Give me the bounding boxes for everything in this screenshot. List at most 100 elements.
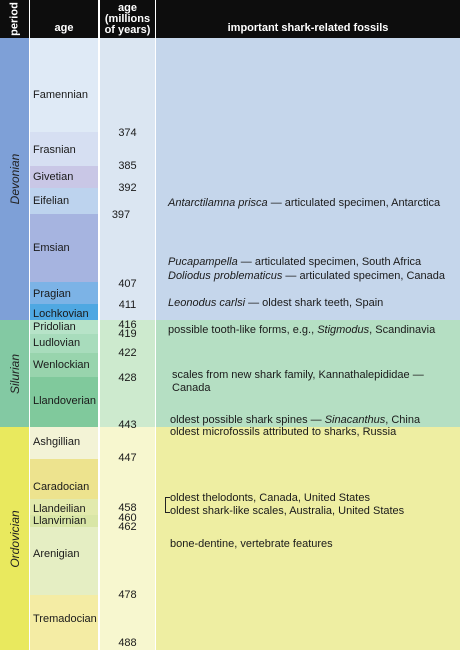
fossil-description: oldest microfossils attributed to sharks… [170,426,397,438]
fossil-description: — oldest shark teeth, Spain [245,297,384,309]
fossil-shark-like-scales: oldest shark-like scales, Australia, Uni… [170,505,404,517]
period-ordovician: Ordovician [0,427,29,650]
age-cell-lochkovian [30,304,98,320]
age-label-famennian: Famennian [33,89,89,101]
fossil-leonodus: Leonodus carlsi — oldest shark teeth, Sp… [168,297,383,309]
period-silurian-label: Silurian [7,353,22,394]
age-cell-frasnian [30,132,98,166]
fossil-taxon: Leonodus carlsi [168,297,246,309]
age-cell-famennian [30,38,98,132]
boundary-422: 422 [118,347,137,359]
age-label-caradocian: Caradocian [33,481,90,493]
age-cell-tremadocian [30,595,98,650]
fossil-band-devonian [156,38,460,320]
boundary-411: 411 [118,299,137,311]
age-label-pridolian: Pridolian [33,321,76,333]
fossil-description: scales from new shark family, Kannathale… [172,369,424,381]
fossil-band-ordovician [156,427,460,650]
age-cell-llandoverian [30,377,98,427]
fossil-prefix: oldest possible shark spines — [170,414,325,426]
age-cell-caradocian [30,459,98,499]
age-label-llandeilian: Llandeilian [33,503,86,515]
age-label-llandoverian: Llandoverian [33,395,96,407]
period-ordovician-label: Ordovician [7,509,22,568]
age-cell-pridolian [30,320,98,334]
fossil-bone-dentine: bone-dentine, vertebrate features [170,538,333,550]
fossil-taxon: Stigmodus [317,324,370,336]
boundary-488: 488 [118,637,137,649]
boundary-460: 460 [118,512,137,524]
boundary-428: 428 [118,372,137,384]
fossil-taxon: Pucapampella [168,256,238,268]
fossil-kannathalepididae: scales from new shark family, Kannathale… [172,369,424,381]
boundary-447: 447 [118,452,137,464]
boundary-443: 443 [118,419,137,431]
fossil-description: — articulated specimen, Canada [282,270,445,282]
boundary-407: 407 [118,278,137,290]
header-period-label: period [8,2,20,36]
fossil-prefix: possible tooth-like forms, e.g., [168,324,318,336]
fossil-description: — articulated specimen, Antarctica [267,197,441,209]
header-fossils-label: important shark-related fossils [227,22,389,34]
header-age: age [30,0,98,38]
fossil-antarctilamna: Antarctilamna prisca — articulated speci… [168,197,440,209]
fossil-description: , Scandinavia [369,324,436,336]
age-cell-arenigian [30,527,98,595]
age-cell-ashgillian [30,427,98,459]
fossil-description: Canada [172,382,211,394]
age-cell-ludlovian [30,334,98,353]
fossil-sinacanthus: oldest possible shark spines — Sinacanth… [170,414,420,426]
fossil-thelodonts: oldest thelodonts, Canada, United States [170,492,370,504]
age-label-lochkovian: Lochkovian [33,308,89,320]
age-number-band-devonian [100,38,155,320]
fossil-description: bone-dentine, vertebrate features [170,538,333,550]
age-cell-emsian [30,214,98,282]
period-devonian-label: Devonian [7,153,22,205]
age-label-ashgillian: Ashgillian [33,436,81,448]
fossil-taxon: Sinacanthus [324,414,386,426]
fossil-doliodus: Doliodus problematicus — articulated spe… [168,270,445,282]
header-age-label: age [54,22,74,34]
age-label-givetian: Givetian [33,171,74,183]
boundary-374: 374 [118,127,137,139]
age-label-pragian: Pragian [33,288,71,300]
age-cell-eifelian [30,188,98,214]
age-cell-wenlockian [30,353,98,377]
boundary-385: 385 [118,160,137,172]
age-cell-llandeilian [30,499,98,515]
age-label-tremadocian: Tremadocian [33,613,97,625]
age-label-wenlockian: Wenlockian [33,359,90,371]
fossil-description: , China [385,414,421,426]
fossil-description: oldest thelodonts, Canada, United States [170,492,370,504]
fossil-microfossils: oldest microfossils attributed to sharks… [170,426,396,438]
age-label-llanvirnian: Llanvirnian [33,515,87,527]
age-cell-pragian [30,282,98,304]
boundary-478: 478 [118,589,137,601]
fossil-kannathalepididae-cont: Canada [172,382,211,394]
period-devonian: Devonian [0,38,29,320]
period-silurian: Silurian [0,320,29,427]
age-label-ludlovian: Ludlovian [33,337,81,349]
header-fossils: important shark-related fossils [156,0,460,38]
boundary-458: 458 [118,502,137,514]
fossil-bracket [165,497,170,513]
age-label-eifelian: Eifelian [33,195,70,207]
age-number-band-ordovician [100,427,155,650]
fossil-pucapampella: Pucapampella — articulated specimen, Sou… [168,256,421,268]
boundary-462: 462 [118,521,137,533]
fossil-taxon: Antarctilamna prisca [168,197,268,209]
boundary-397: 397 [111,209,131,221]
age-label-arenigian: Arenigian [33,548,80,560]
fossil-description: oldest shark-like scales, Australia, Uni… [170,505,405,517]
fossil-taxon: Doliodus problematicus [168,270,283,282]
age-cell-llanvirnian [30,515,98,527]
boundary-416: 416 [118,319,137,331]
boundary-419: 419 [118,328,137,340]
boundary-392: 392 [118,182,137,194]
age-cell-givetian [30,166,98,188]
fossil-band-silurian [156,320,460,427]
age-label-frasnian: Frasnian [33,144,76,156]
header-period: period [0,0,29,38]
header-age-mya: age (millions of years) [100,0,155,38]
fossil-stigmodus: possible tooth-like forms, e.g., Stigmod… [168,324,435,336]
